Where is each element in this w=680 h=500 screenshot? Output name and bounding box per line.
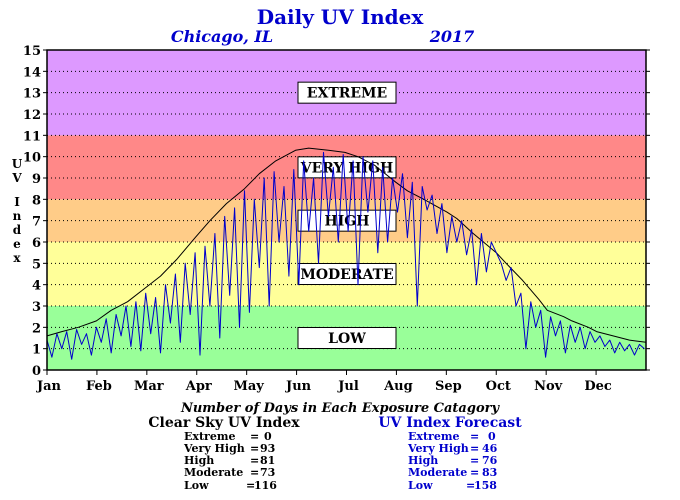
y-tick-label: 2: [32, 321, 41, 336]
clear-sky-label-extreme: Extreme: [184, 430, 235, 443]
band-label-text: LOW: [328, 331, 366, 347]
y-tick-label: 8: [32, 193, 41, 208]
clear-sky-label-moderate: Moderate: [184, 466, 243, 479]
y-tick-label: 6: [32, 236, 41, 251]
chart-title: Daily UV Index: [257, 5, 425, 29]
x-tick-label-jan: Jan: [36, 379, 62, 394]
band-label-low: LOW: [297, 327, 397, 349]
series-line-clear-sky-uv-index: [46, 147, 647, 343]
forecast-label-moderate: Moderate: [408, 466, 467, 479]
chart-location: Chicago, IL: [171, 27, 273, 46]
y-tick-label: 0: [32, 364, 41, 379]
x-tick-label-nov: Nov: [534, 379, 563, 394]
y-tick-label: 15: [23, 44, 41, 59]
y-tick-label: 9: [32, 172, 41, 187]
stats-heading: Number of Days in Each Exposure Catagory: [180, 401, 500, 416]
clear-sky-label-very-high: Very High: [183, 442, 245, 455]
chart-year: 2017: [429, 27, 475, 46]
forecast-eq-low: =: [466, 479, 475, 492]
y-tick-label: 14: [23, 65, 41, 80]
forecast-eq-very-high: =: [470, 442, 479, 455]
forecast-value-high: 76: [482, 454, 498, 467]
x-tick-label-mar: Mar: [134, 379, 164, 394]
y-tick-label: 10: [23, 151, 41, 166]
band-label-text: EXTREME: [307, 86, 387, 102]
band-label-very-high: VERY HIGH: [297, 156, 397, 179]
forecast-value-very-high: 46: [482, 442, 498, 455]
clear-sky-label-high: High: [184, 454, 214, 467]
clear-sky-value-high: 81: [260, 454, 275, 467]
y-tick-label: 11: [23, 129, 41, 144]
forecast-label-low: Low: [408, 479, 433, 492]
forecast-eq-moderate: =: [470, 466, 479, 479]
forecast-value-low: 158: [474, 479, 497, 492]
band-label-box: [297, 327, 397, 349]
clear-sky-value-very-high: 93: [260, 442, 275, 455]
clear-sky-value-extreme: 0: [264, 430, 272, 443]
data-series: [46, 147, 647, 360]
forecast-stats-title: UV Index Forecast: [378, 415, 522, 431]
y-tick-label: 4: [32, 279, 41, 294]
x-tick-label-feb: Feb: [86, 379, 112, 394]
band-label-extreme: EXTREME: [297, 81, 397, 104]
y-tick-label: 7: [32, 215, 41, 230]
clear-sky-eq-extreme: =: [250, 430, 259, 443]
forecast-label-extreme: Extreme: [408, 430, 459, 443]
y-tick-label: 5: [32, 257, 41, 272]
forecast-label-very-high: Very High: [407, 442, 469, 455]
forecast-value-extreme: 0: [488, 430, 496, 443]
clear-sky-eq-high: =: [250, 454, 259, 467]
band-label-text: VERY HIGH: [300, 160, 394, 176]
forecast-value-moderate: 83: [482, 466, 497, 479]
x-tick-label-may: May: [233, 379, 264, 394]
x-tick-label-sep: Sep: [435, 379, 462, 394]
clear-sky-stats: Clear Sky UV Index Extreme = 0 Very High…: [148, 415, 300, 492]
band-label-box: [297, 81, 397, 104]
x-tick-label-jul: Jul: [337, 379, 359, 394]
y-tick-label: 3: [32, 300, 41, 315]
clear-sky-value-low: 116: [254, 479, 277, 492]
x-tick-label-aug: Aug: [383, 379, 413, 394]
clear-sky-eq-low: =: [246, 479, 255, 492]
x-tick-label-apr: Apr: [185, 379, 212, 394]
y-tick-label: 12: [23, 108, 41, 123]
clear-sky-stats-title: Clear Sky UV Index: [148, 415, 300, 431]
x-tick-label-dec: Dec: [584, 379, 612, 394]
y-tick-label: 1: [32, 343, 41, 358]
series-line-uv-index-forecast: [46, 151, 645, 360]
forecast-eq-high: =: [470, 454, 479, 467]
band-label-text: MODERATE: [300, 267, 393, 283]
forecast-eq-extreme: =: [470, 430, 479, 443]
clear-sky-eq-moderate: =: [250, 466, 259, 479]
forecast-stats: UV Index Forecast Extreme = 0 Very High …: [378, 415, 522, 492]
band-label-moderate: MODERATE: [297, 263, 397, 285]
x-axis-ticks: Jan Feb Mar Apr May Jun Jul Aug Sep Oct Nov Dec: [36, 370, 612, 394]
y-axis-label: U V I n d e x: [11, 157, 22, 265]
clear-sky-eq-very-high: =: [250, 442, 259, 455]
forecast-label-high: High: [408, 454, 438, 467]
x-tick-label-oct: Oct: [486, 379, 511, 394]
y-tick-label: 13: [23, 87, 41, 102]
clear-sky-value-moderate: 73: [260, 466, 275, 479]
x-tick-label-jun: Jun: [285, 379, 312, 394]
clear-sky-label-low: Low: [184, 479, 209, 492]
